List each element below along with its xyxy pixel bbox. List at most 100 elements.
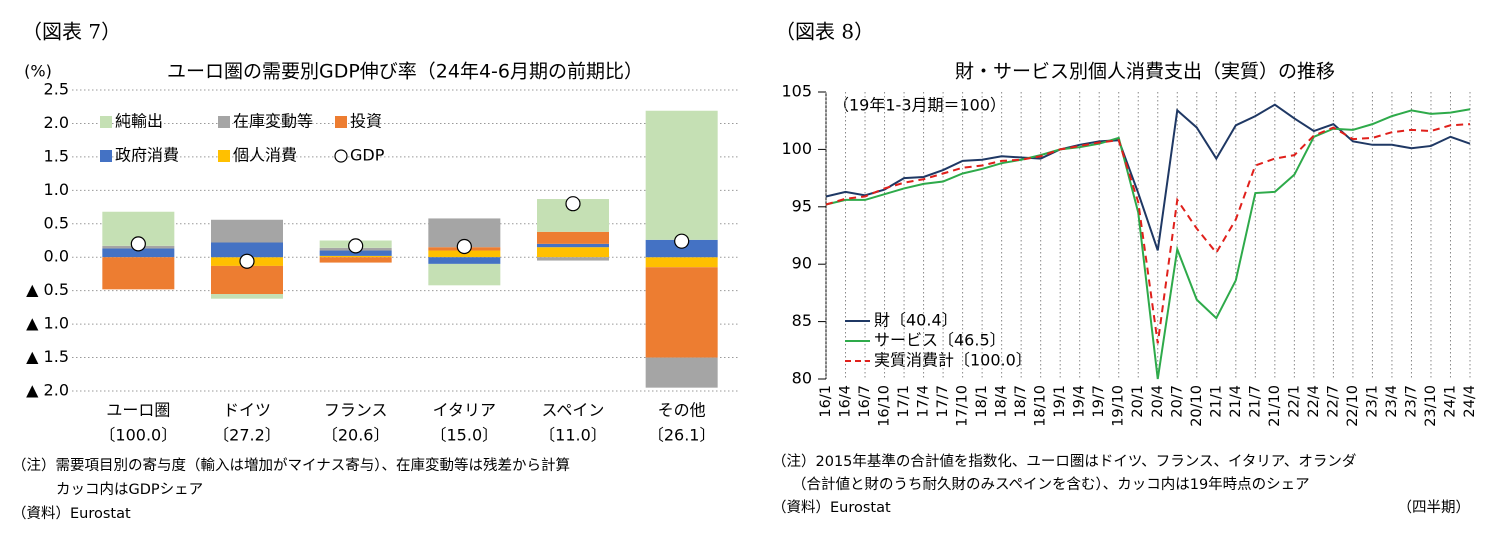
y-tick-label: ▲ 0.5 xyxy=(26,280,69,299)
x-tick-label: 20/1 xyxy=(1130,385,1146,418)
y-tick-label: ▲ 1.0 xyxy=(26,314,69,333)
bar-segment xyxy=(537,257,609,261)
x-tick-label: 18/1 xyxy=(974,385,990,418)
x-tick-label: 23/4 xyxy=(1384,385,1400,418)
x-tick-label: 16/1 xyxy=(818,385,834,418)
bar-segment xyxy=(645,257,718,268)
bar-segment xyxy=(211,294,283,299)
x-tick-label: 〔20.6〕 xyxy=(322,426,390,445)
x-tick-label: 24/1 xyxy=(1442,385,1458,418)
x-tick-label: 16/7 xyxy=(857,385,873,418)
x-tick-label: 〔15.0〕 xyxy=(431,426,499,445)
source: （資料）Eurostat xyxy=(12,505,131,522)
annotation: （19年1-3月期＝100） xyxy=(833,96,1006,115)
x-tick-label: 22/7 xyxy=(1325,385,1341,418)
bar-segment xyxy=(428,263,501,286)
note: （注）2015年基準の合計値を指数化、ユーロ圏はドイツ、フランス、イタリア、オラ… xyxy=(772,453,1356,470)
y-tick-label: 2.5 xyxy=(44,80,69,99)
x-tick-label: 19/4 xyxy=(1072,385,1088,418)
legend-label: サービス〔46.5〕 xyxy=(874,331,1006,350)
x-tick-label: ユーロ圏 xyxy=(106,401,170,420)
x-tick-label: 17/4 xyxy=(916,385,932,418)
x-tick-label: 21/4 xyxy=(1228,385,1244,418)
y-tick-label: 95 xyxy=(792,196,812,215)
y-tick-label: 85 xyxy=(792,311,812,330)
x-tick-label: 17/7 xyxy=(935,385,951,418)
x-tick-label: 24/4 xyxy=(1462,385,1478,418)
legend-swatch xyxy=(218,116,230,128)
legend-label: 投資 xyxy=(350,112,382,131)
x-tick-label: 16/10 xyxy=(877,385,893,427)
figure-label: （図表 7） xyxy=(22,20,121,44)
legend-label: GDP xyxy=(350,146,385,165)
gdp-marker xyxy=(456,238,472,255)
gdp-marker xyxy=(130,236,146,252)
x-tick-label: 21/1 xyxy=(1208,385,1224,418)
bar-segment xyxy=(102,248,175,258)
x-tick-label: 16/4 xyxy=(838,385,854,418)
legend-label: 財〔40.4〕 xyxy=(874,311,958,330)
x-tick-label: 18/4 xyxy=(994,385,1010,418)
y-tick-label: 1.0 xyxy=(44,180,69,199)
line xyxy=(825,103,1471,251)
x-tick-label: フランス xyxy=(324,401,388,420)
legend-swatch xyxy=(334,149,348,163)
x-tick-label: 19/7 xyxy=(1091,385,1107,418)
x-tick-label: その他 xyxy=(658,401,706,420)
y-tick-label: 1.5 xyxy=(44,146,69,165)
note: カッコ内はGDPシェア xyxy=(56,481,203,498)
line xyxy=(825,108,1471,380)
x-tick-label: 20/4 xyxy=(1150,385,1166,418)
x-tick-label: 17/10 xyxy=(955,385,971,427)
x-tick-label: 21/7 xyxy=(1247,385,1263,418)
bar-segment xyxy=(102,257,175,290)
bar-segment xyxy=(211,219,283,243)
bar-segment xyxy=(537,231,609,244)
gdp-marker xyxy=(239,253,255,269)
x-tick-label: 23/1 xyxy=(1364,385,1380,418)
x-tick-label: 19/10 xyxy=(1111,385,1127,427)
bar-segment xyxy=(645,267,718,358)
x-tick-label: 18/7 xyxy=(1013,385,1029,418)
bar-segment xyxy=(211,242,283,258)
legend-swatch xyxy=(335,116,347,128)
y-tick-label: 0.0 xyxy=(44,247,69,266)
y-tick-label: 100 xyxy=(781,139,812,158)
legend-label: 純輸出 xyxy=(115,112,163,131)
bar-segment xyxy=(645,357,718,388)
y-tick-label: ▲ 1.5 xyxy=(26,347,69,366)
x-tick-label: スペイン xyxy=(542,401,605,420)
x-tick-label: 19/1 xyxy=(1052,385,1068,418)
legend-label: 実質消費計〔100.0〕 xyxy=(874,351,1032,370)
y-tick-label: 0.5 xyxy=(44,213,69,232)
gdp-marker xyxy=(348,238,364,254)
y-tick-label: 2.0 xyxy=(44,113,69,132)
x-tick-label: 〔27.2〕 xyxy=(213,426,281,445)
y-tick-label: 90 xyxy=(792,254,812,273)
figure-label: （図表 8） xyxy=(775,20,874,44)
y-tick-label: ▲ 2.0 xyxy=(26,381,69,400)
x-tick-label: 23/10 xyxy=(1423,385,1439,427)
legend-label: 政府消費 xyxy=(115,146,179,165)
x-tick-label: 〔11.0〕 xyxy=(539,426,607,445)
x-tick-label: 〔26.1〕 xyxy=(648,426,716,445)
gdp-marker xyxy=(565,196,581,212)
bar-segment xyxy=(319,257,392,263)
bar-segment xyxy=(645,110,718,240)
x-tick-label: 20/10 xyxy=(1189,385,1205,427)
legend-swatch xyxy=(100,150,112,162)
chart-title: ユーロ圏の需要別GDP伸び率（24年4-6月期の前期比） xyxy=(167,61,643,83)
x-tick-label: イタリア xyxy=(433,401,496,420)
note: （合計値と財のうち耐久財のみスペインを含む）、カッコ内は19年時点のシェア xyxy=(792,476,1310,493)
bar-segment xyxy=(537,243,609,248)
x-tick-label: 21/10 xyxy=(1267,385,1283,427)
chart-title: 財・サービス別個人消費支出（実質）の推移 xyxy=(955,61,1335,83)
x-tick-label: 20/7 xyxy=(1169,385,1185,418)
legend-label: 個人消費 xyxy=(233,146,297,165)
source: （資料）Eurostat xyxy=(772,499,891,516)
x-tick-label: ドイツ xyxy=(223,401,271,420)
y-tick-label: 105 xyxy=(781,82,812,101)
x-tick-label: 18/10 xyxy=(1033,385,1049,427)
bar-segment xyxy=(319,255,392,258)
